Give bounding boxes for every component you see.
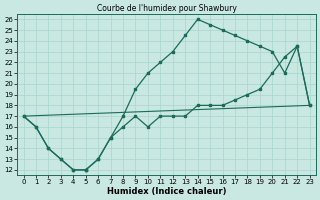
Title: Courbe de l'humidex pour Shawbury: Courbe de l'humidex pour Shawbury	[97, 4, 236, 13]
X-axis label: Humidex (Indice chaleur): Humidex (Indice chaleur)	[107, 187, 226, 196]
